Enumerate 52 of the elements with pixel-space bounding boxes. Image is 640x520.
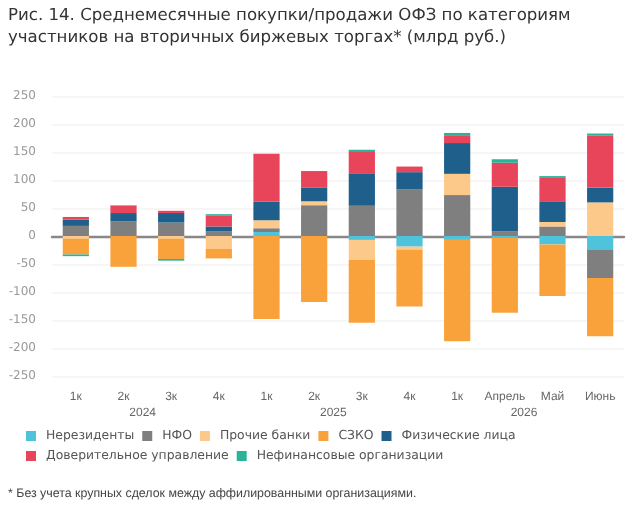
bar [253,201,280,221]
bar [491,186,518,232]
bar [587,202,614,236]
bar [253,153,280,202]
bar [110,221,137,236]
bar [301,236,328,303]
bar [348,205,375,236]
bar [396,236,423,247]
bar [348,260,375,323]
bar [444,135,471,144]
bar [158,222,185,236]
bar [301,171,328,188]
bar [587,250,614,278]
bar [491,162,518,187]
bar [205,226,232,232]
bar [396,172,423,190]
bar [301,205,328,236]
bar [587,278,614,337]
bar [539,201,566,222]
bar [539,244,566,296]
bar [110,236,137,267]
bar [205,236,232,249]
bar [62,238,89,255]
bar [253,236,280,319]
bar [253,220,280,229]
bar [158,213,185,223]
bar [396,166,423,173]
chart-title: Рис. 14. Среднемесячные покупки/продажи ОФЗ по категориям участников на вторичных биржевых торгах* (млрд руб.) [8,4,573,48]
bar [396,249,423,307]
bar [348,173,375,206]
bar [587,236,614,250]
bar [62,225,89,236]
bar [62,219,89,226]
bar [110,213,137,222]
bar [348,152,375,174]
bar [444,173,471,196]
bar [587,135,614,188]
bar [348,239,375,261]
bar [396,189,423,236]
bar [444,239,471,342]
bar [539,177,566,202]
bar [158,238,185,259]
bar [491,237,518,313]
bar [301,187,328,202]
bar [444,195,471,236]
bar [587,187,614,203]
bar [444,143,471,174]
bar [205,215,232,227]
bar [205,248,232,259]
bar [539,226,566,236]
bar [539,236,566,245]
bar [110,205,137,214]
